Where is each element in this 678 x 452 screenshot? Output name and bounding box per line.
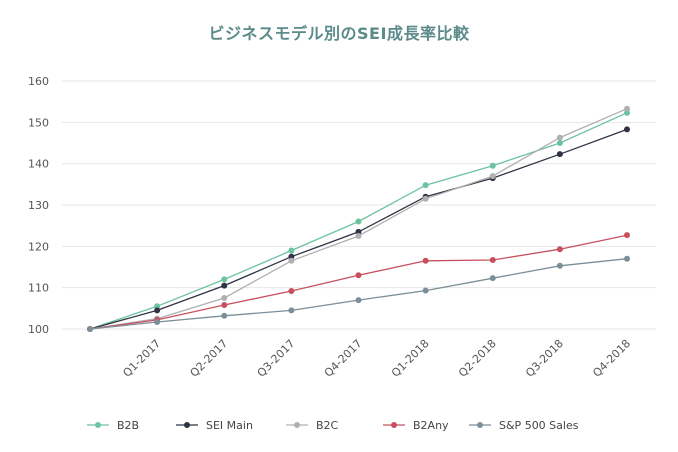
y-tick-label: 110 [28, 282, 49, 295]
data-point [489, 162, 496, 169]
data-point [221, 312, 228, 319]
x-tick-label: Q3-2018 [523, 337, 566, 380]
data-point [87, 326, 93, 332]
legend-label: SEI Main [206, 419, 253, 432]
legend-marker [391, 422, 397, 428]
legend-label: B2B [117, 419, 139, 432]
x-tick-label: Q1-2017 [120, 337, 163, 380]
data-point [355, 218, 362, 225]
legend-item: SEI Main [176, 419, 253, 432]
data-point [556, 151, 563, 158]
x-tick-label: Q4-2017 [322, 337, 365, 380]
data-point [355, 228, 362, 235]
x-tick-label: Q4-2018 [590, 337, 633, 380]
data-point [422, 182, 429, 189]
data-point [624, 126, 630, 133]
data-point [556, 262, 563, 269]
legend-label: B2C [316, 419, 339, 432]
data-point [556, 134, 563, 141]
data-point [288, 257, 295, 264]
data-point [288, 287, 295, 294]
legend-item: B2Any [383, 419, 449, 432]
series-b2any [87, 232, 630, 332]
legend-marker [477, 422, 483, 428]
legend-label: B2Any [413, 419, 449, 432]
data-point [556, 246, 563, 253]
grid-layer [62, 80, 656, 330]
series-line [89, 258, 628, 330]
y-tick-label: 150 [28, 116, 49, 129]
data-point [355, 233, 362, 239]
data-point [355, 297, 362, 304]
data-point [556, 140, 563, 146]
data-point [288, 307, 295, 314]
legend-item: S&P 500 Sales [469, 419, 579, 432]
x-axis-ticks: Q1-2017 Q2-2017 Q3-2017 Q4-2017 Q1-2018 Q2-20… [120, 337, 633, 380]
data-point [624, 105, 630, 112]
y-tick-label: 140 [28, 158, 49, 171]
data-point [489, 275, 496, 282]
legend-marker [95, 422, 101, 428]
data-point [154, 318, 161, 325]
y-tick-label: 100 [28, 323, 49, 336]
x-tick-label: Q1-2018 [389, 337, 432, 380]
y-axis-ticks: 100 110 120 130 140 150 160 [28, 75, 49, 336]
series-layer [87, 105, 630, 332]
x-tick-label: Q3-2017 [255, 337, 298, 380]
data-point [154, 303, 161, 310]
legend-marker [184, 422, 190, 428]
legend: B2B SEI Main B2C B2Any S&P 500 Sales [87, 419, 579, 432]
data-point [624, 232, 630, 239]
data-point [489, 256, 496, 263]
chart-title: ビジネスモデル別のSEI成長率比較 [208, 24, 470, 43]
data-point [221, 302, 228, 309]
data-point [221, 295, 228, 301]
legend-label: S&P 500 Sales [499, 419, 579, 432]
data-point [489, 173, 496, 180]
data-point [422, 257, 429, 264]
y-tick-label: 120 [28, 240, 49, 253]
data-point [624, 255, 630, 262]
data-point [355, 272, 362, 279]
data-point [422, 287, 429, 294]
data-point [288, 253, 295, 260]
data-point [221, 282, 228, 289]
legend-marker [294, 422, 300, 428]
legend-item: B2B [87, 419, 139, 432]
data-point [221, 276, 228, 283]
series-s-p-500-sales [87, 255, 630, 332]
y-tick-label: 160 [28, 75, 49, 88]
legend-item: B2C [286, 419, 339, 432]
data-point [624, 109, 630, 116]
data-point [288, 247, 295, 254]
data-point [422, 195, 429, 202]
y-tick-label: 130 [28, 199, 49, 212]
data-point [154, 307, 161, 314]
x-tick-label: Q2-2018 [456, 337, 499, 380]
x-tick-label: Q2-2017 [188, 337, 231, 380]
